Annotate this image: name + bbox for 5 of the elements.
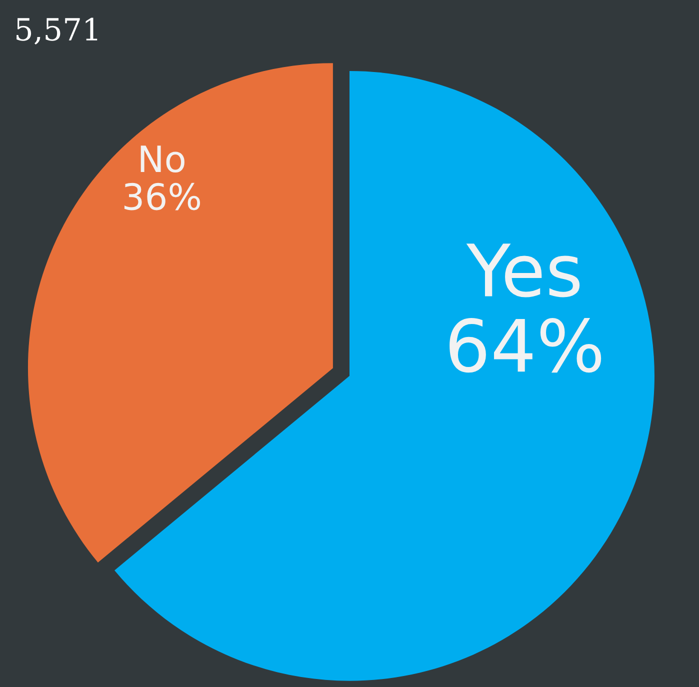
data-label: 64%	[450, 318, 602, 373]
slice-label: No	[140, 146, 184, 173]
text: 5,571	[16, 18, 98, 45]
data-label: 36%	[124, 182, 200, 210]
slice-label: Yes	[466, 244, 580, 298]
